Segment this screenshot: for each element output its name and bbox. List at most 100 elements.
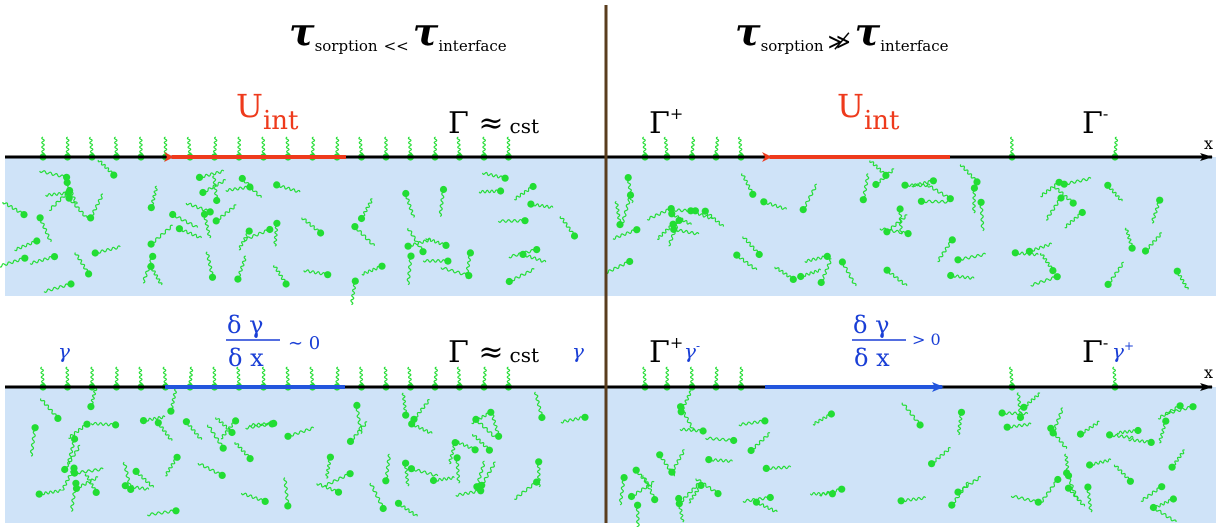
surfactant-head: [1076, 430, 1085, 438]
surfactant-tail: [359, 366, 364, 386]
surfactant-tail: [1025, 392, 1041, 407]
surfactant-tail: [325, 459, 331, 479]
surfactant-tail: [822, 258, 832, 281]
axis-label-bottom: x: [1204, 363, 1213, 382]
surfactant-tail: [804, 183, 817, 208]
surfactant-head: [284, 432, 292, 440]
surfactant-tail: [74, 252, 89, 272]
surfactant-tail: [146, 415, 166, 422]
surfactant-tail: [290, 426, 315, 437]
surfactant-head: [65, 194, 73, 202]
surfactant-head: [901, 181, 909, 189]
surfactant-head: [797, 272, 805, 281]
surfactant-tail: [481, 171, 503, 179]
surfactant-tail: [465, 255, 472, 279]
surfactant-head: [200, 210, 209, 218]
surfactant-head: [378, 262, 386, 270]
surfactant-tail: [261, 136, 266, 156]
surfactant-tail: [738, 419, 763, 427]
surfactant-tail: [283, 477, 290, 504]
surfactant-head: [219, 444, 227, 452]
surfactant-head: [1020, 403, 1028, 411]
surfactant-head: [139, 417, 148, 425]
surfactant-tail: [673, 449, 685, 471]
surfactant-head: [167, 407, 175, 415]
surfactant-head: [419, 248, 427, 256]
surfactant-tail: [1158, 423, 1166, 444]
surfactant-tail: [185, 202, 208, 212]
surfactant-tail: [97, 245, 121, 254]
surfactant-head: [33, 237, 41, 245]
surfactant-tail: [153, 224, 173, 243]
surfactant-head: [351, 277, 359, 285]
surfactant-tail: [1051, 430, 1068, 450]
surfactant-head: [63, 178, 71, 187]
surfactant-tail: [215, 417, 231, 431]
surfactant-head: [705, 456, 713, 464]
surfactant-tail: [137, 473, 154, 488]
axis-label-top: x: [1204, 134, 1213, 153]
surfactant-tail: [401, 392, 408, 413]
surfactant-head: [36, 214, 44, 222]
surfactant-tail: [888, 271, 908, 286]
surfactant-tail: [358, 136, 364, 156]
surfactant-tail: [472, 433, 489, 449]
surfactant-head: [634, 501, 642, 509]
surfactant-tail: [88, 136, 94, 156]
surface-excess-left-top: Γ ≈ cst: [448, 106, 539, 141]
surfactant-head: [182, 418, 190, 426]
surfactant-tail: [1039, 252, 1053, 269]
surfactant-tail: [410, 238, 432, 247]
surfactant-head: [1064, 484, 1073, 492]
surfactant-tail: [245, 422, 270, 430]
surfactant-tail: [622, 197, 631, 224]
surfactant-head: [407, 465, 415, 473]
surfactant-head: [1053, 273, 1061, 281]
surfactant-head: [246, 455, 254, 463]
surfactant-tail: [673, 215, 692, 225]
surfactant-head: [699, 427, 707, 435]
surfactant-head: [538, 413, 546, 422]
surfactant-tail: [187, 423, 203, 440]
surfactant-head: [87, 403, 95, 411]
surfactant-head: [752, 498, 761, 506]
surface-excess-minus-bottom: Γ-: [1082, 333, 1108, 370]
surfactant-tail: [383, 366, 388, 386]
surfactant-head: [71, 435, 79, 443]
surfactant-tail: [352, 421, 368, 440]
surfactant-tail: [220, 422, 234, 440]
surfactant-head: [112, 421, 120, 429]
surfactant-head: [535, 458, 543, 466]
surfactant-tail: [627, 180, 634, 204]
surfactant-tail: [646, 208, 669, 221]
surfactant-head: [529, 182, 537, 191]
surfactant-head: [947, 271, 955, 280]
surfactant-tail: [212, 366, 217, 386]
surfactant-head: [284, 502, 292, 510]
surfactant-tail: [285, 366, 290, 386]
surfactant-head: [346, 470, 354, 478]
surfactant-tail: [362, 198, 373, 217]
surfactant-tail: [1064, 453, 1070, 474]
surfactant-head: [1126, 477, 1134, 485]
surfactant-head: [838, 485, 846, 493]
surfactant-head: [444, 257, 452, 265]
right-header: τsorption ≫̸ τinterface: [735, 9, 949, 55]
surface-excess-plus-top: Γ+: [649, 104, 683, 141]
surfactant-head: [402, 411, 410, 419]
surfactant-tail: [1009, 136, 1014, 156]
surfactant-tail: [803, 268, 822, 278]
surfactant-tail: [665, 366, 670, 386]
surfactant-tail: [78, 476, 99, 489]
surfactant-tail: [66, 444, 81, 468]
surfactant-head: [973, 178, 981, 186]
surfactant-head: [353, 401, 361, 409]
surfactant-tail: [163, 136, 168, 156]
surfactant-head: [761, 417, 769, 425]
surfactant-tail: [711, 458, 733, 463]
surfactant-head: [917, 197, 926, 205]
surfactant-head: [916, 421, 924, 429]
surfactant-head: [245, 227, 253, 235]
surfactant-head: [67, 280, 75, 288]
surfactant-tail: [170, 387, 177, 409]
